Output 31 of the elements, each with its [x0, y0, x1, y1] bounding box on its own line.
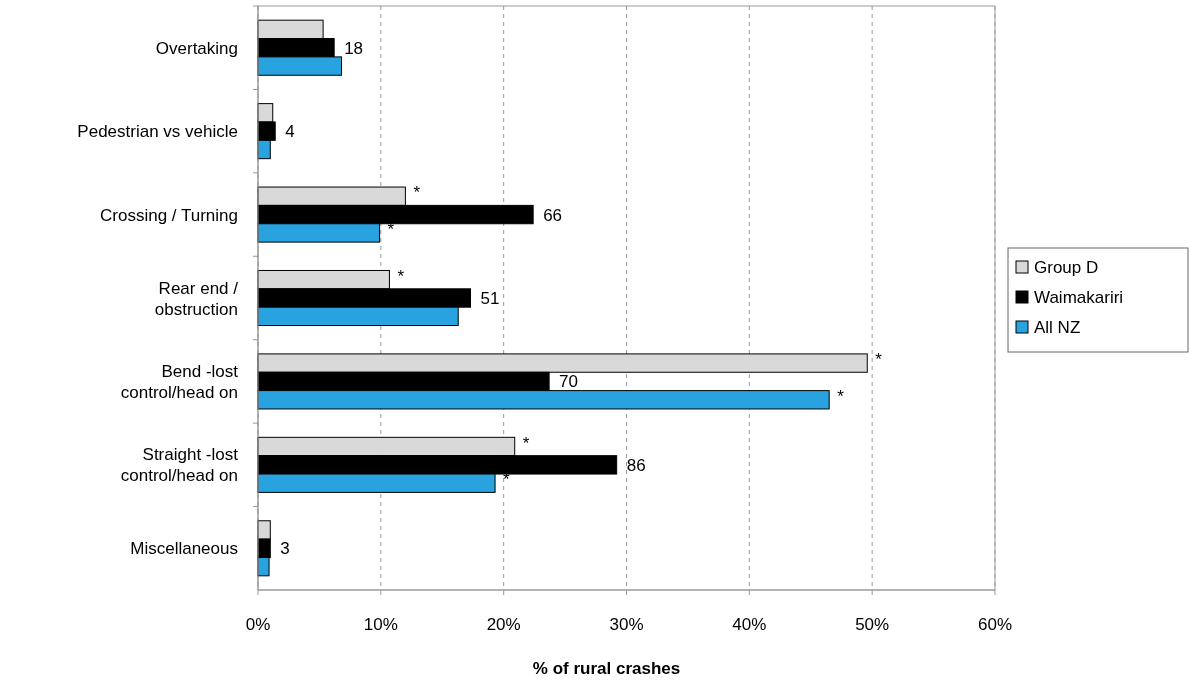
- x-tick-label: 0%: [245, 615, 271, 634]
- annotation: 3: [280, 539, 290, 559]
- y-tick-label: Crossing / Turning: [100, 205, 238, 225]
- x-tick-label: 60%: [977, 615, 1013, 634]
- y-tick-label: Overtaking: [155, 38, 238, 58]
- x-tick-label: 40%: [732, 615, 767, 634]
- annotation: 86: [626, 455, 646, 475]
- x-axis-title: % of rural crashes: [532, 659, 681, 678]
- legend-label: Waimakariri: [1034, 288, 1124, 307]
- y-tick-label: Pedestrian vs vehicle: [77, 122, 238, 142]
- annotation: 66: [543, 205, 563, 225]
- data-label: *: [522, 433, 530, 453]
- y-tick-label: Straight -lost control/head on: [120, 445, 239, 486]
- y-tick-label: Miscellaneous: [130, 539, 238, 559]
- annotation: 4: [285, 122, 295, 142]
- x-tick-label: 50%: [855, 615, 890, 634]
- y-tick-label: Rear end / obstruction: [154, 278, 239, 319]
- annotation: 51: [480, 289, 500, 308]
- data-label: *: [837, 386, 845, 406]
- x-tick-label: 20%: [486, 615, 521, 634]
- annotation: 70: [559, 372, 579, 392]
- legend-label: Group D: [1034, 258, 1099, 277]
- x-tick-label: 30%: [609, 615, 644, 634]
- data-label: *: [413, 183, 421, 203]
- data-label: *: [397, 266, 405, 286]
- y-tick-label: Bend -lost control/head on: [120, 361, 239, 402]
- x-tick-label: 10%: [363, 615, 398, 634]
- data-label: *: [387, 219, 395, 239]
- data-label: *: [875, 350, 883, 370]
- legend-label: All NZ: [1034, 318, 1081, 337]
- annotation: 18: [344, 38, 364, 58]
